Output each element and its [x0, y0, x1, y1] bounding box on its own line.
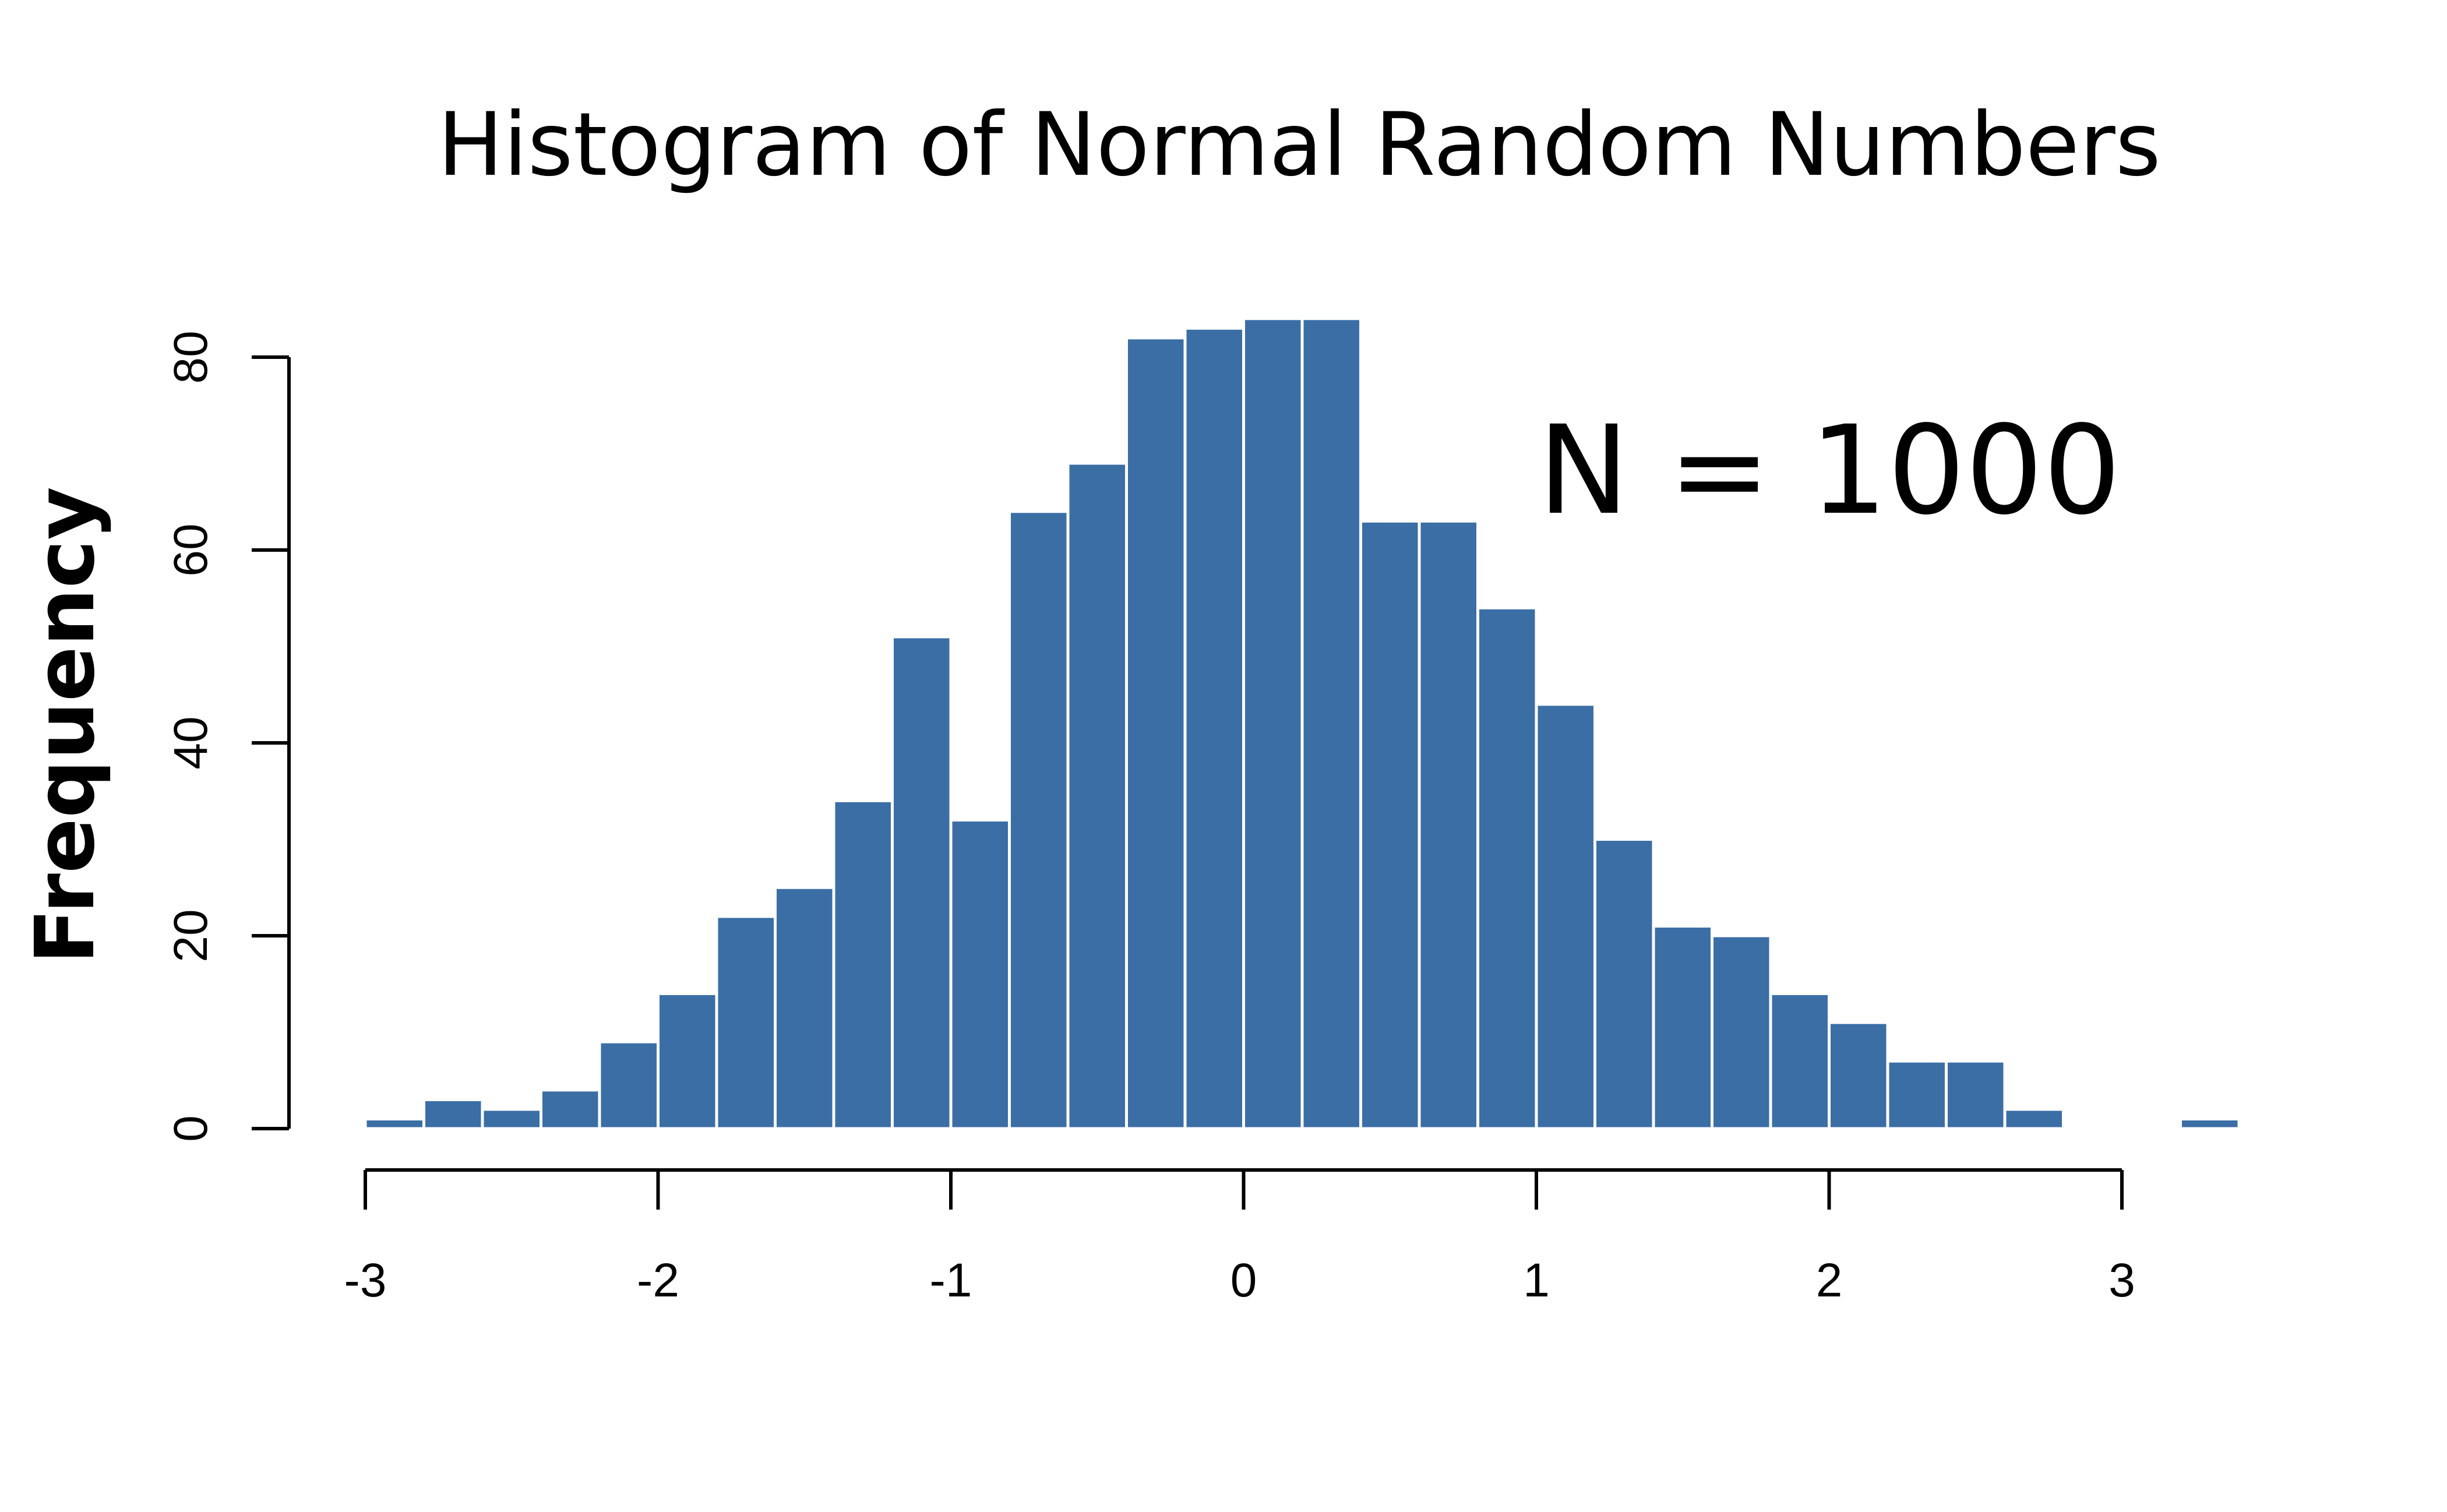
histogram-bar — [1242, 317, 1304, 1130]
x-tick-label: -1 — [930, 1254, 972, 1307]
x-tick-label: 0 — [1230, 1254, 1257, 1307]
y-axis-label: Frequency — [18, 487, 113, 964]
histogram-bar — [1652, 924, 1713, 1130]
histogram-bar — [1593, 838, 1655, 1130]
histogram-bar — [1008, 510, 1070, 1130]
histogram-bar — [1711, 934, 1772, 1130]
y-tick-label: 0 — [164, 1115, 217, 1142]
histogram-bar — [422, 1098, 484, 1130]
x-axis: -3 -2 -1 0 1 2 3 — [344, 1168, 2135, 1307]
histogram-bar — [598, 1040, 660, 1130]
histogram-bar — [1359, 519, 1421, 1130]
histogram-bar — [1066, 461, 1128, 1130]
histogram-bars — [364, 317, 2241, 1130]
x-tick-label: -2 — [637, 1254, 679, 1307]
histogram-bar — [481, 1108, 542, 1130]
x-tick-label: 3 — [2108, 1254, 2135, 1307]
histogram-bar — [1886, 1059, 1948, 1130]
histogram-bar — [891, 635, 953, 1130]
histogram-bar — [540, 1088, 601, 1130]
x-tick-label: 2 — [1816, 1254, 1843, 1307]
histogram-bar — [1828, 1021, 1889, 1130]
y-tick-label: 40 — [164, 716, 217, 769]
histogram-bar — [1535, 703, 1596, 1130]
histogram-bar — [715, 915, 777, 1130]
histogram-bar — [1300, 317, 1362, 1130]
histogram-bar — [832, 799, 894, 1130]
histogram-bar — [1476, 606, 1538, 1130]
y-axis: 0 20 40 60 80 — [164, 330, 291, 1142]
histogram-bar — [949, 818, 1011, 1130]
chart-title: Histogram of Normal Random Numbers — [438, 94, 2161, 196]
histogram-bar — [657, 992, 718, 1130]
y-tick-label: 60 — [164, 523, 217, 576]
histogram-bar — [2179, 1117, 2241, 1130]
histogram-bar — [774, 886, 835, 1130]
histogram-bar — [1945, 1059, 2007, 1130]
x-tick-label: -3 — [344, 1254, 387, 1307]
y-tick-label: 20 — [164, 909, 217, 962]
sample-size-annotation: N = 1000 — [1538, 399, 2121, 542]
histogram-bar — [1769, 992, 1831, 1130]
histogram-bar — [1125, 336, 1187, 1130]
histogram-bar — [1418, 519, 1479, 1130]
histogram-bar — [1183, 326, 1245, 1130]
x-tick-label: 1 — [1523, 1254, 1550, 1307]
histogram-bar — [364, 1117, 425, 1130]
y-tick-label: 80 — [164, 330, 217, 383]
histogram-bar — [2003, 1108, 2065, 1130]
